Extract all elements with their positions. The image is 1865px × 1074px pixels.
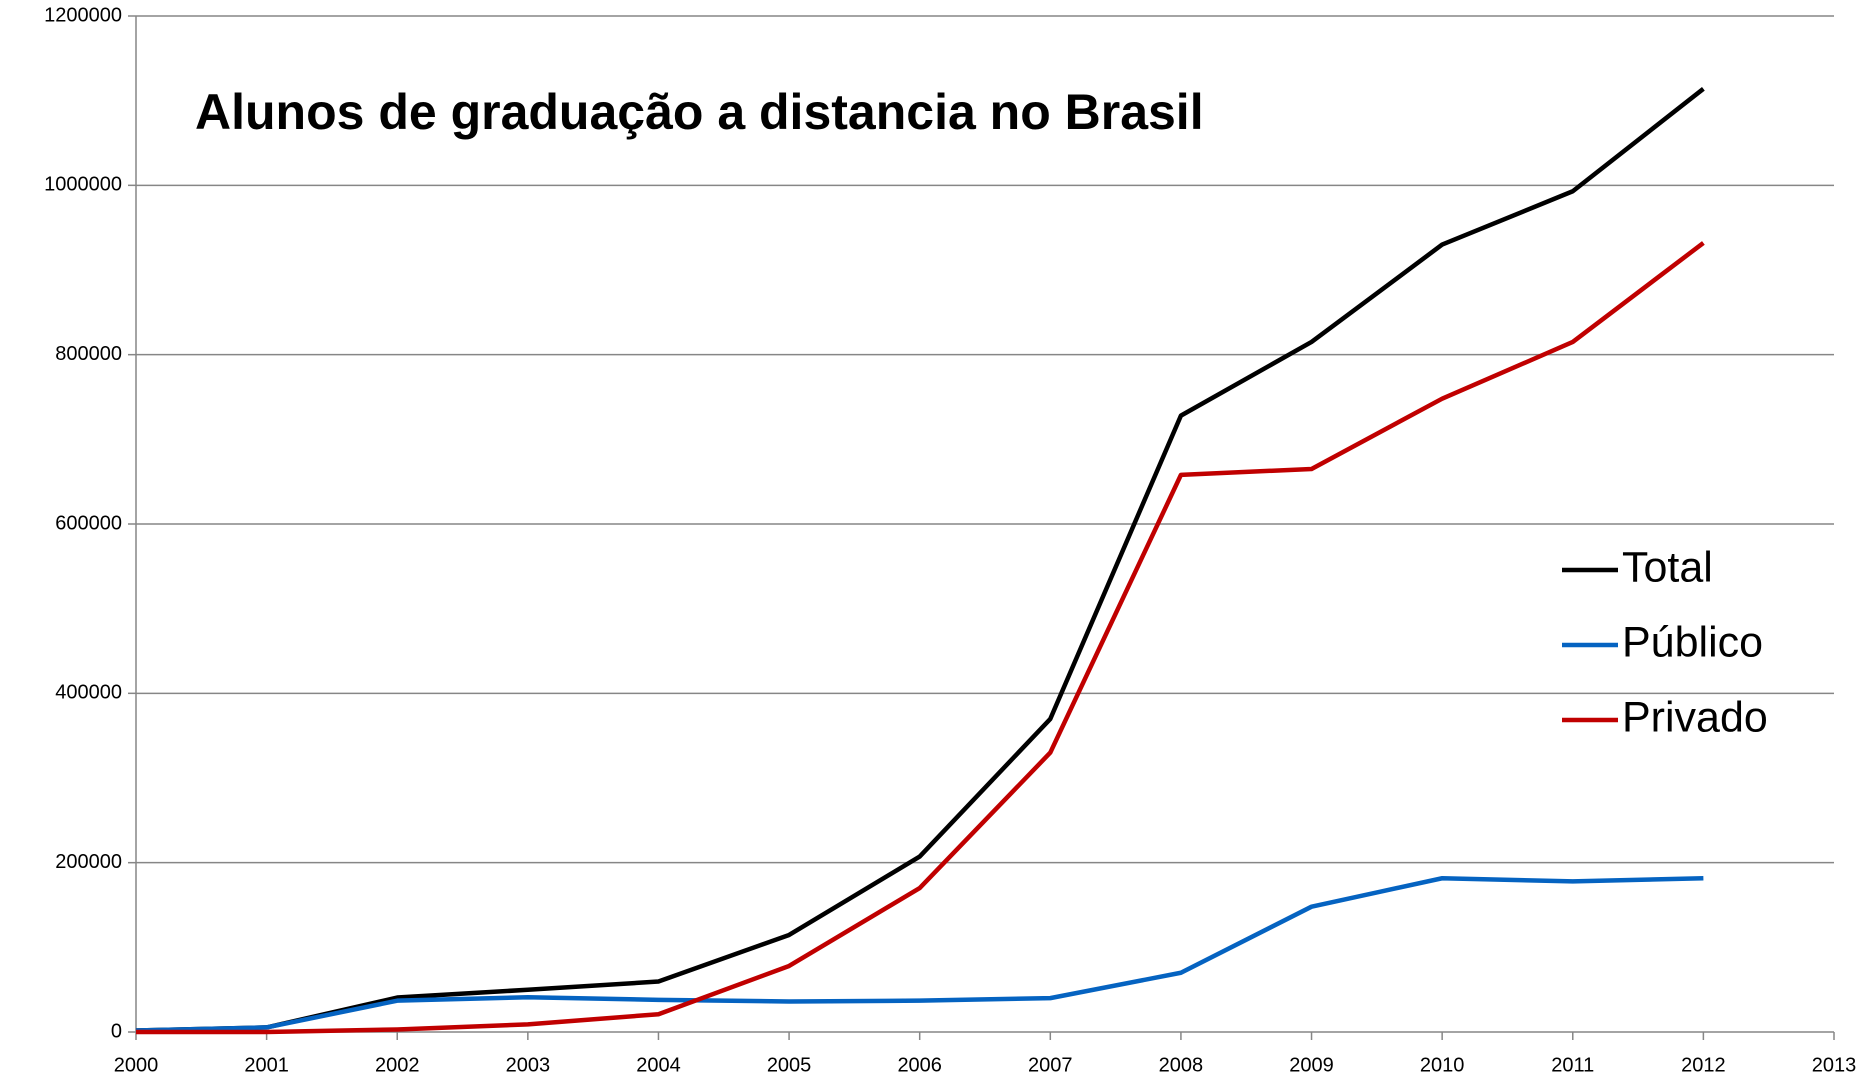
x-tick-label: 2011 bbox=[1551, 1054, 1594, 1074]
x-tick-label: 2007 bbox=[1028, 1054, 1073, 1074]
x-tick-label: 2010 bbox=[1420, 1054, 1465, 1074]
series-line bbox=[136, 241, 1705, 1035]
chart-title: Alunos de graduação a distancia no Brasi… bbox=[195, 84, 1204, 140]
x-tick-label: 2003 bbox=[506, 1054, 551, 1074]
x-tick-label: 2013 bbox=[1812, 1054, 1857, 1074]
y-tick-label: 600000 bbox=[55, 512, 122, 534]
x-tick-label: 2008 bbox=[1159, 1054, 1204, 1074]
y-tick-label: 1000000 bbox=[44, 174, 122, 196]
y-tick-label: 400000 bbox=[55, 682, 122, 704]
y-tick-label: 200000 bbox=[55, 851, 122, 873]
x-tick-label: 2012 bbox=[1681, 1054, 1726, 1074]
legend-label: Privado bbox=[1622, 693, 1768, 741]
x-tick-label: 2001 bbox=[244, 1054, 289, 1074]
x-tick-label: 2002 bbox=[375, 1054, 420, 1074]
y-tick-label: 1200000 bbox=[44, 4, 122, 26]
y-tick-label: 800000 bbox=[55, 343, 122, 365]
x-tick-label: 2000 bbox=[114, 1054, 159, 1074]
x-tick-label: 2009 bbox=[1289, 1054, 1334, 1074]
legend-label: Público bbox=[1622, 618, 1763, 666]
series-line bbox=[135, 87, 1705, 1033]
x-tick-label: 2006 bbox=[897, 1054, 942, 1074]
legend-label: Total bbox=[1622, 543, 1713, 591]
x-tick-label: 2005 bbox=[767, 1054, 812, 1074]
y-tick-label: 0 bbox=[111, 1020, 122, 1042]
x-tick-label: 2004 bbox=[636, 1054, 681, 1074]
series-line bbox=[135, 875, 1704, 1033]
